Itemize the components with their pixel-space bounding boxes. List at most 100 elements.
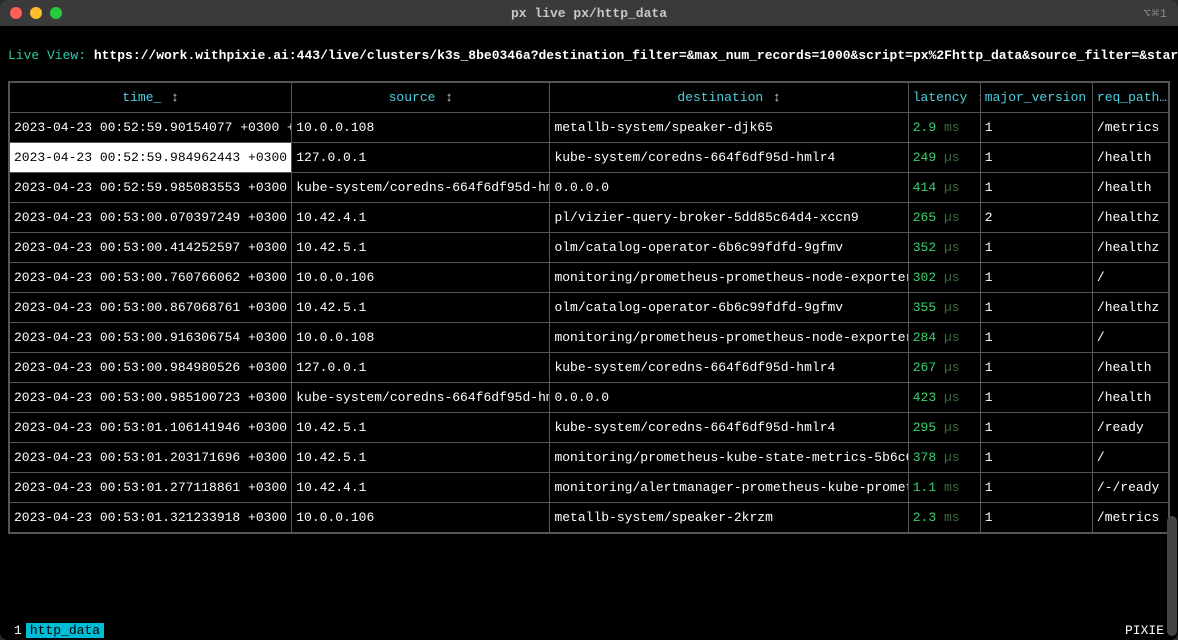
col-header-source[interactable]: source ↕	[292, 83, 550, 113]
cell-destination: olm/catalog-operator-6b6c99fdfd-9gfmv	[550, 233, 908, 263]
cell-time: 2023-04-23 00:53:00.985100723 +0300 +03	[10, 383, 292, 413]
cell-destination: kube-system/coredns-664f6df95d-hmlr4	[550, 413, 908, 443]
cell-latency: 2.9 ms	[908, 113, 980, 143]
sort-icon[interactable]: ↕	[765, 90, 781, 105]
cell-destination: olm/catalog-operator-6b6c99fdfd-9gfmv	[550, 293, 908, 323]
cell-source: 10.42.5.1	[292, 443, 550, 473]
close-icon[interactable]	[10, 7, 22, 19]
zoom-icon[interactable]	[50, 7, 62, 19]
col-header-latency[interactable]: latency ↕	[908, 83, 980, 113]
cell-req-path: /healthz	[1092, 203, 1168, 233]
cell-latency: 355 µs	[908, 293, 980, 323]
cell-destination: pl/vizier-query-broker-5dd85c64d4-xccn9	[550, 203, 908, 233]
cell-major-version: 2	[980, 203, 1092, 233]
cell-latency: 2.3 ms	[908, 503, 980, 533]
live-view-line: Live View: https://work.withpixie.ai:443…	[8, 48, 1170, 63]
status-tab[interactable]: http_data	[26, 623, 104, 638]
cell-req-path: /	[1092, 263, 1168, 293]
cell-time: 2023-04-23 00:53:00.916306754 +0300 +03	[10, 323, 292, 353]
scrollbar[interactable]	[1167, 116, 1177, 616]
cell-major-version: 1	[980, 173, 1092, 203]
table-row[interactable]: 2023-04-23 00:53:01.321233918 +0300 +031…	[10, 503, 1169, 533]
table-row[interactable]: 2023-04-23 00:53:00.985100723 +0300 +03k…	[10, 383, 1169, 413]
cell-latency: 378 µs	[908, 443, 980, 473]
table-row[interactable]: 2023-04-23 00:53:01.203171696 +0300 +031…	[10, 443, 1169, 473]
titlebar: px live px/http_data ⌥⌘1	[0, 0, 1178, 26]
cell-req-path: /healthz	[1092, 233, 1168, 263]
cell-time: 2023-04-23 00:52:59.985083553 +0300 +03	[10, 173, 292, 203]
cell-destination: metallb-system/speaker-2krzm	[550, 503, 908, 533]
table-row[interactable]: 2023-04-23 00:53:00.070397249 +0300 +031…	[10, 203, 1169, 233]
cell-latency: 423 µs	[908, 383, 980, 413]
cell-req-path: /health	[1092, 353, 1168, 383]
cell-source: 10.0.0.106	[292, 503, 550, 533]
table-row[interactable]: 2023-04-23 00:53:00.760766062 +0300 +031…	[10, 263, 1169, 293]
table-row[interactable]: 2023-04-23 00:52:59.985083553 +0300 +03k…	[10, 173, 1169, 203]
cell-major-version: 1	[980, 443, 1092, 473]
col-header-time_[interactable]: time_ ↕	[10, 83, 292, 113]
cell-source: kube-system/coredns-664f6df95d-hmlr4	[292, 383, 550, 413]
sort-icon[interactable]: ↕	[969, 90, 980, 105]
status-index: 1	[14, 623, 22, 638]
cell-source: 10.0.0.108	[292, 113, 550, 143]
table-row[interactable]: 2023-04-23 00:52:59.984962443 +0300 +03 1…	[10, 143, 1169, 173]
cell-destination: monitoring/alertmanager-prometheus-kube-…	[550, 473, 908, 503]
cell-major-version: 1	[980, 413, 1092, 443]
cell-source: 10.0.0.108	[292, 323, 550, 353]
cell-source: 10.42.5.1	[292, 413, 550, 443]
cell-destination: kube-system/coredns-664f6df95d-hmlr4	[550, 353, 908, 383]
cell-time: 2023-04-23 00:53:00.984980526 +0300 +03	[10, 353, 292, 383]
cell-time: 2023-04-23 00:53:01.321233918 +0300 +03	[10, 503, 292, 533]
cell-destination: monitoring/prometheus-prometheus-node-ex…	[550, 263, 908, 293]
cell-source: 10.0.0.106	[292, 263, 550, 293]
sort-icon[interactable]: ↕	[437, 90, 453, 105]
table-row[interactable]: 2023-04-23 00:53:01.106141946 +0300 +031…	[10, 413, 1169, 443]
table-row[interactable]: 2023-04-23 00:53:00.867068761 +0300 +031…	[10, 293, 1169, 323]
table-row[interactable]: 2023-04-23 00:53:00.414252597 +0300 +031…	[10, 233, 1169, 263]
cell-latency: 284 µs	[908, 323, 980, 353]
cell-req-path: /health	[1092, 173, 1168, 203]
sort-icon[interactable]: ↕	[1088, 90, 1092, 105]
cell-time: 2023-04-23 00:53:00.867068761 +0300 +03	[10, 293, 292, 323]
cell-source: 10.42.5.1	[292, 293, 550, 323]
live-view-url[interactable]: https://work.withpixie.ai:443/live/clust…	[94, 48, 1178, 63]
cell-latency: 249 µs	[908, 143, 980, 173]
cell-time: 2023-04-23 00:52:59.984962443 +0300 +03	[10, 143, 292, 173]
cell-time: 2023-04-23 00:53:00.414252597 +0300 +03	[10, 233, 292, 263]
cell-time: 2023-04-23 00:53:01.203171696 +0300 +03	[10, 443, 292, 473]
col-header-req_path[interactable]: req_path…	[1092, 83, 1168, 113]
cell-destination: monitoring/prometheus-prometheus-node-ex…	[550, 323, 908, 353]
cell-major-version: 1	[980, 383, 1092, 413]
cell-destination: 0.0.0.0	[550, 383, 908, 413]
cell-req-path: /metrics	[1092, 113, 1168, 143]
cell-req-path: /health	[1092, 383, 1168, 413]
cell-req-path: /metrics	[1092, 503, 1168, 533]
cell-req-path: /	[1092, 323, 1168, 353]
cell-major-version: 1	[980, 323, 1092, 353]
minimize-icon[interactable]	[30, 7, 42, 19]
cell-time: 2023-04-23 00:53:01.277118861 +0300 +03	[10, 473, 292, 503]
table-row[interactable]: 2023-04-23 00:53:00.984980526 +0300 +031…	[10, 353, 1169, 383]
col-header-major_version[interactable]: major_version ↕	[980, 83, 1092, 113]
table-row[interactable]: 2023-04-23 00:53:01.277118861 +0300 +031…	[10, 473, 1169, 503]
cell-major-version: 1	[980, 503, 1092, 533]
cell-major-version: 1	[980, 263, 1092, 293]
cell-latency: 267 µs	[908, 353, 980, 383]
scrollbar-thumb[interactable]	[1167, 516, 1177, 636]
table-row[interactable]: 2023-04-23 00:52:59.90154077 +0300 +0310…	[10, 113, 1169, 143]
cell-latency: 302 µs	[908, 263, 980, 293]
cell-req-path: /-/ready	[1092, 473, 1168, 503]
cell-latency: 414 µs	[908, 173, 980, 203]
cell-req-path: /ready	[1092, 413, 1168, 443]
sort-icon[interactable]: ↕	[163, 90, 179, 105]
cell-time: 2023-04-23 00:53:00.760766062 +0300 +03	[10, 263, 292, 293]
table-row[interactable]: 2023-04-23 00:53:00.916306754 +0300 +031…	[10, 323, 1169, 353]
terminal-body: Live View: https://work.withpixie.ai:443…	[0, 26, 1178, 640]
cell-source: 10.42.5.1	[292, 233, 550, 263]
cell-major-version: 1	[980, 293, 1092, 323]
cell-time: 2023-04-23 00:52:59.90154077 +0300 +03	[10, 113, 292, 143]
cell-req-path: /healthz	[1092, 293, 1168, 323]
shortcut-hint: ⌥⌘1	[1143, 6, 1168, 21]
cell-major-version: 1	[980, 143, 1092, 173]
col-header-destination[interactable]: destination ↕	[550, 83, 908, 113]
